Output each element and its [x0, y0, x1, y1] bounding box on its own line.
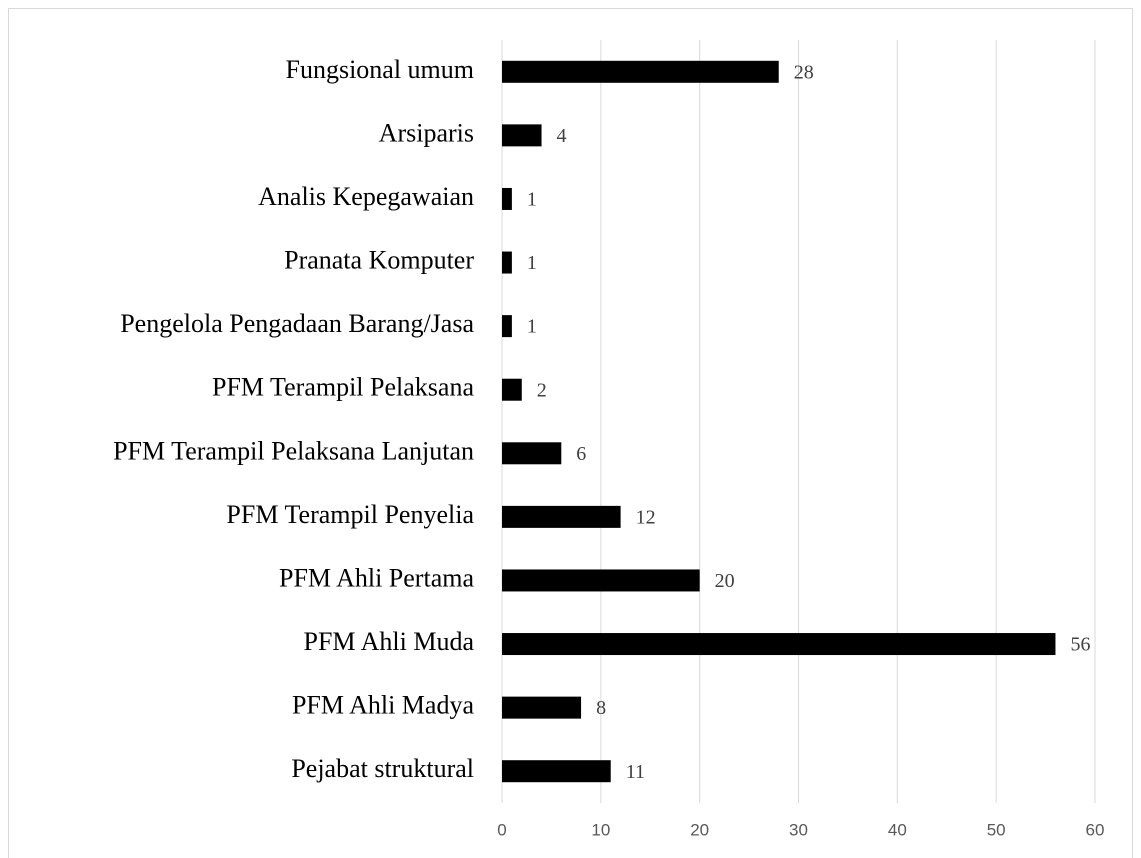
- x-tick-label: 40: [888, 820, 907, 839]
- bar: [502, 633, 1056, 656]
- bar: [502, 315, 512, 338]
- value-label: 8: [596, 697, 606, 719]
- bar: [502, 60, 779, 83]
- category-label: PFM Ahli Pertama: [279, 563, 474, 592]
- value-label: 4: [557, 125, 567, 147]
- value-label: 1: [527, 252, 537, 274]
- category-label: Pranata Komputer: [284, 246, 474, 275]
- bar: [502, 505, 621, 528]
- x-tick-label: 10: [591, 820, 610, 839]
- value-label: 28: [794, 61, 814, 83]
- bar: [502, 760, 611, 783]
- bar: [502, 378, 522, 401]
- value-label: 20: [715, 570, 735, 592]
- category-label: PFM Terampil Pelaksana Lanjutan: [113, 436, 474, 465]
- bar: [502, 251, 512, 274]
- bar: [502, 569, 700, 592]
- bar: [502, 187, 512, 210]
- bar: [502, 442, 562, 465]
- category-label: Fungsional umum: [285, 55, 474, 84]
- value-label: 1: [527, 316, 537, 338]
- x-tick-label: 50: [987, 820, 1006, 839]
- category-label: Pejabat struktural: [291, 754, 474, 783]
- category-label: PFM Terampil Penyelia: [226, 500, 474, 529]
- category-label: PFM Ahli Madya: [292, 691, 474, 720]
- category-label: Pengelola Pengadaan Barang/Jasa: [120, 309, 474, 338]
- x-tick-label: 20: [690, 820, 709, 839]
- value-label: 2: [537, 379, 547, 401]
- x-tick-label: 0: [497, 820, 506, 839]
- chart-frame: [8, 8, 1133, 858]
- value-label: 12: [636, 506, 656, 528]
- category-label: Arsiparis: [379, 118, 474, 147]
- value-label: 11: [626, 761, 645, 783]
- category-label: Analis Kepegawaian: [258, 182, 474, 211]
- value-label: 1: [527, 189, 537, 211]
- x-tick-label: 60: [1086, 820, 1105, 839]
- category-label: PFM Terampil Pelaksana: [212, 373, 474, 402]
- x-tick-label: 30: [789, 820, 808, 839]
- bar: [502, 124, 542, 147]
- value-label: 6: [576, 443, 586, 465]
- value-label: 56: [1070, 634, 1090, 656]
- bar: [502, 696, 582, 719]
- category-label: PFM Ahli Muda: [304, 627, 475, 656]
